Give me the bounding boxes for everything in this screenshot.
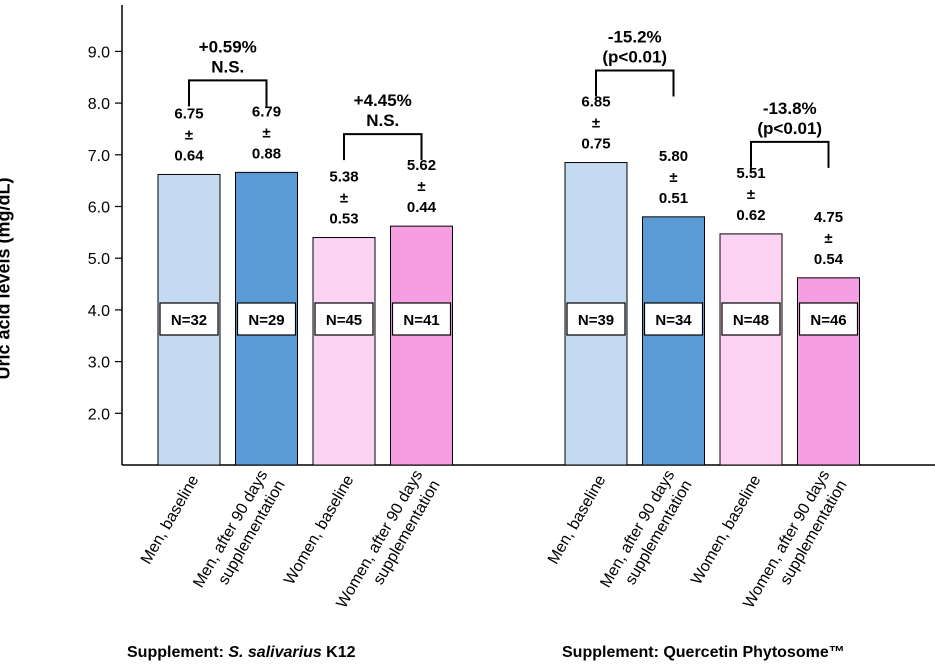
mean-label: 6.79 [252,103,281,120]
comparison-percent: -13.8% [763,99,817,118]
y-tick-label: 3.0 [88,355,110,372]
n-box [236,302,297,336]
bar [390,225,453,466]
plus-minus-label: ± [747,186,755,203]
comparison-significance: (p<0.01) [757,119,822,138]
bars: N=32 N=29 N=45 N=41 N=39 N=34 N=48 N=46 [157,162,860,466]
n-label: N=46 [810,312,846,329]
group-caption-k12-prefix: Supplement: [127,644,229,661]
y-tick-label: 5.0 [88,251,110,268]
category-label: Women, baseline [688,472,764,587]
comparison-bracket [188,79,268,107]
group-caption-quercetin: Supplement: Quercetin Phytosome™ [562,644,845,662]
n-label: N=29 [248,312,284,329]
mean-label: 4.75 [814,209,843,226]
n-box [721,302,781,336]
n-box [643,302,704,336]
category-label: Men, after 90 dayssupplementation [597,468,695,601]
comparison-significance: N.S. [366,111,399,130]
y-tick-label: 2.0 [88,406,110,423]
n-box [566,302,626,336]
mean-label: 5.80 [659,148,688,165]
plus-minus-label: ± [262,124,270,141]
n-label: N=45 [326,312,362,329]
n-label: N=41 [403,312,439,329]
y-tick-label: 6.0 [88,200,110,217]
category-label: Men, after 90 dayssupplementation [190,468,288,601]
plus-minus-label: ± [340,190,348,207]
category-label: Men, baseline [138,472,203,567]
n-label: N=32 [171,312,207,329]
plus-minus-label: ± [592,115,600,132]
group-caption-quercetin-prefix: Supplement: Quercetin Phytosome™ [562,644,845,661]
y-tick-label: 9.0 [88,44,110,61]
plus-minus-label: ± [185,126,193,143]
group-caption-k12-suffix: K12 [321,644,356,661]
sd-label: 0.54 [814,251,844,268]
category-label: Men, baseline [545,472,610,567]
comparison-significance: (p<0.01) [602,48,667,67]
mean-label: 6.85 [581,94,610,111]
mean-label: 6.75 [174,105,203,122]
n-label: N=34 [655,312,692,329]
sd-label: 0.53 [329,211,358,228]
n-box [314,302,374,336]
sd-label: 0.75 [581,136,610,153]
sd-label: 0.64 [174,147,204,164]
plus-minus-label: ± [417,178,425,195]
comparison-significance: N.S. [211,57,244,76]
y-tick-label: 4.0 [88,303,110,320]
sd-label: 0.88 [252,145,281,162]
comparison-bracket [343,133,423,161]
n-box [798,302,859,336]
category-label: Women, baseline [281,472,357,587]
n-label: N=48 [733,312,769,329]
n-box [159,302,219,336]
n-box [391,302,452,336]
group-caption-k12-italic: S. salivarius [228,644,322,661]
y-tick-label: 7.0 [88,148,110,165]
comparison-percent: +0.59% [199,37,257,56]
bar [719,233,783,466]
y-tick-label: 8.0 [88,96,110,113]
plus-minus-label: ± [824,230,832,247]
mean-label: 5.38 [329,169,358,186]
bar [312,237,376,466]
mean-label: 5.51 [736,165,765,182]
bar [642,216,705,466]
sd-label: 0.51 [659,190,688,207]
comparison-percent: +4.45% [354,91,412,110]
comparison-bracket [595,69,675,97]
group-caption-k12: Supplement: S. salivarius K12 [127,644,356,662]
mean-label: 5.62 [407,157,436,174]
comparison-bracket [750,140,830,168]
sd-label: 0.44 [407,199,437,216]
annotations: 6.75 ±0.64 6.79 ±0.88 5.38 ±0.53 5.62 ±0.44 +0.5… [174,28,843,268]
n-label: N=39 [578,312,614,329]
sd-label: 0.62 [736,207,765,224]
plus-minus-label: ± [669,169,677,186]
y-axis-label: Uric acid levels (mg/dL) [0,177,14,380]
comparison-percent: -15.2% [608,28,662,47]
